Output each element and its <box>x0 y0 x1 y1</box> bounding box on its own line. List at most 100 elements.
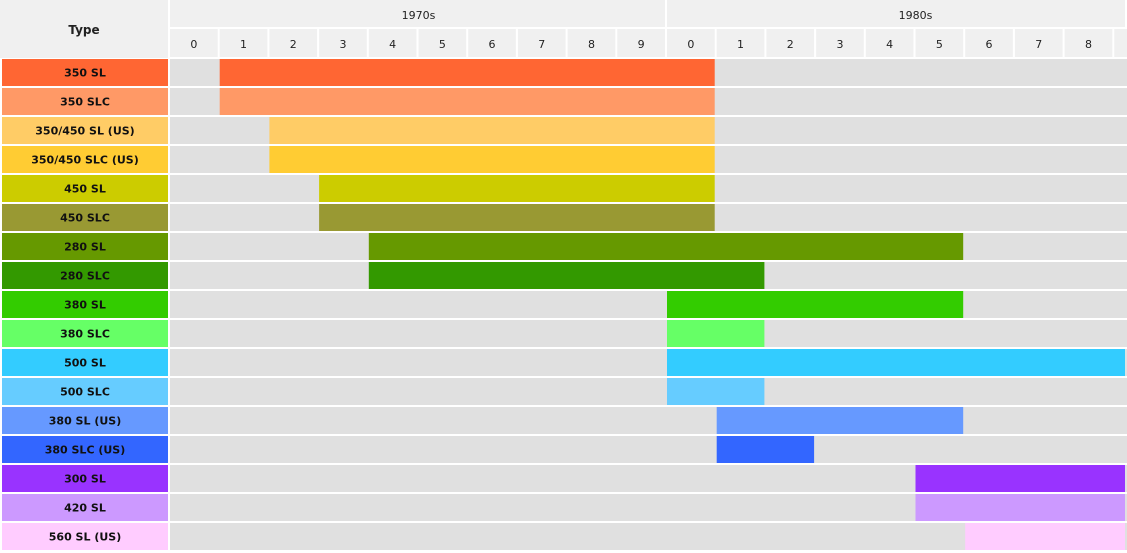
production-bar <box>716 407 964 434</box>
year-tick-cell <box>219 29 268 57</box>
production-bar <box>269 146 715 173</box>
row-track <box>170 407 1127 434</box>
row-label: 280 SLC <box>60 270 110 283</box>
production-bar <box>368 262 765 289</box>
year-tick-label: 5 <box>439 38 446 51</box>
row-label: 380 SLC (US) <box>45 444 126 457</box>
production-bar <box>319 204 715 231</box>
chart-rows: 350 SL 350 SLC 350/450 SL (US) 350/450 SLC … <box>2 59 1127 550</box>
year-tick-label: 2 <box>787 38 794 51</box>
year-tick-label: 3 <box>339 38 346 51</box>
year-tick-label: 4 <box>886 38 893 51</box>
row-label: 380 SL (US) <box>49 415 121 428</box>
row-label-cell <box>2 262 168 289</box>
year-tick-label: 8 <box>588 38 595 51</box>
row-label: 300 SL <box>64 473 106 486</box>
row-track <box>170 378 1127 405</box>
row-label-cell <box>2 465 168 492</box>
year-tick-cell <box>368 29 417 57</box>
year-tick-label: 2 <box>290 38 297 51</box>
year-tick-label: 1 <box>737 38 744 51</box>
row-label: 380 SL <box>64 299 106 312</box>
year-tick-cell <box>617 29 665 57</box>
row-label-cell <box>2 349 168 376</box>
year-tick-cell <box>766 29 815 57</box>
year-tick-cell <box>319 29 367 57</box>
row-track <box>170 320 1127 347</box>
row-label-cell <box>2 146 168 173</box>
year-tick-cell <box>269 29 318 57</box>
production-bar <box>667 349 1125 376</box>
row-label-cell <box>2 378 168 405</box>
row-label-cell <box>2 175 168 202</box>
production-bar <box>219 59 715 86</box>
year-tick-label: 4 <box>389 38 396 51</box>
year-tick-label: 7 <box>538 38 545 51</box>
production-bar <box>319 175 715 202</box>
row-label: 350 SL <box>64 67 106 80</box>
year-tick-cell <box>816 29 864 57</box>
production-bar <box>716 436 815 463</box>
row-label-cell <box>2 320 168 347</box>
row-label-cell <box>2 494 168 521</box>
year-tick-label: 6 <box>986 38 993 51</box>
row-label: 500 SL <box>64 357 106 370</box>
decade-header-cell <box>667 0 1125 27</box>
row-track <box>170 291 1127 318</box>
production-bar <box>915 465 1125 492</box>
row-label-cell <box>2 88 168 115</box>
row-label: 350/450 SL (US) <box>35 125 134 138</box>
year-tick-cell <box>1014 29 1063 57</box>
production-bar <box>667 320 765 347</box>
year-tick-label: 0 <box>190 38 197 51</box>
year-tick-label: 6 <box>489 38 496 51</box>
year-tick-cell <box>716 29 765 57</box>
production-bar <box>219 88 715 115</box>
year-tick-cell <box>567 29 616 57</box>
row-label-cell <box>2 523 168 550</box>
year-tick-cell <box>667 29 715 57</box>
year-tick-cell <box>468 29 516 57</box>
row-label: 500 SLC <box>60 386 110 399</box>
year-tick-cell <box>517 29 566 57</box>
row-label-cell <box>2 59 168 86</box>
year-tick-label: 0 <box>687 38 694 51</box>
row-label-cell <box>2 436 168 463</box>
year-tick-cell <box>915 29 964 57</box>
year-tick-label: 9 <box>638 38 645 51</box>
row-label-cell <box>2 291 168 318</box>
year-tick-label: 3 <box>836 38 843 51</box>
production-bar <box>667 378 765 405</box>
year-tick-cell <box>865 29 914 57</box>
type-header-label: Type <box>68 23 99 37</box>
chart-header: Type 1970s 1980s 0 1 2 3 4 5 6 7 8 9 0 1 2 3 4 5 6 7 8 <box>0 0 1127 58</box>
year-tick-label: 8 <box>1085 38 1092 51</box>
year-tick-label: 5 <box>936 38 943 51</box>
row-label-cell <box>2 233 168 260</box>
row-label: 560 SL (US) <box>49 531 121 544</box>
decade-header-cell <box>170 0 665 27</box>
row-label-cell <box>2 117 168 144</box>
year-tick-label: 1 <box>240 38 247 51</box>
production-bar <box>667 291 964 318</box>
year-tick-cell <box>418 29 467 57</box>
production-bar <box>965 523 1125 550</box>
type-header-cell <box>0 0 168 58</box>
year-tick-cell <box>965 29 1013 57</box>
production-bar <box>269 117 715 144</box>
row-label-cell <box>2 204 168 231</box>
year-tick-cell <box>1064 29 1113 57</box>
year-tick-cell-partial <box>1114 29 1127 57</box>
year-tick-cell <box>170 29 218 57</box>
row-label: 350/450 SLC (US) <box>31 154 139 167</box>
row-label: 280 SL <box>64 241 106 254</box>
row-label: 380 SLC <box>60 328 110 341</box>
year-tick-label: 7 <box>1035 38 1042 51</box>
production-bar <box>915 494 1125 521</box>
row-label: 450 SLC <box>60 212 110 225</box>
decade-label: 1970s <box>402 9 436 22</box>
row-track <box>170 436 1127 463</box>
production-bar <box>368 233 964 260</box>
decade-label: 1980s <box>899 9 933 22</box>
